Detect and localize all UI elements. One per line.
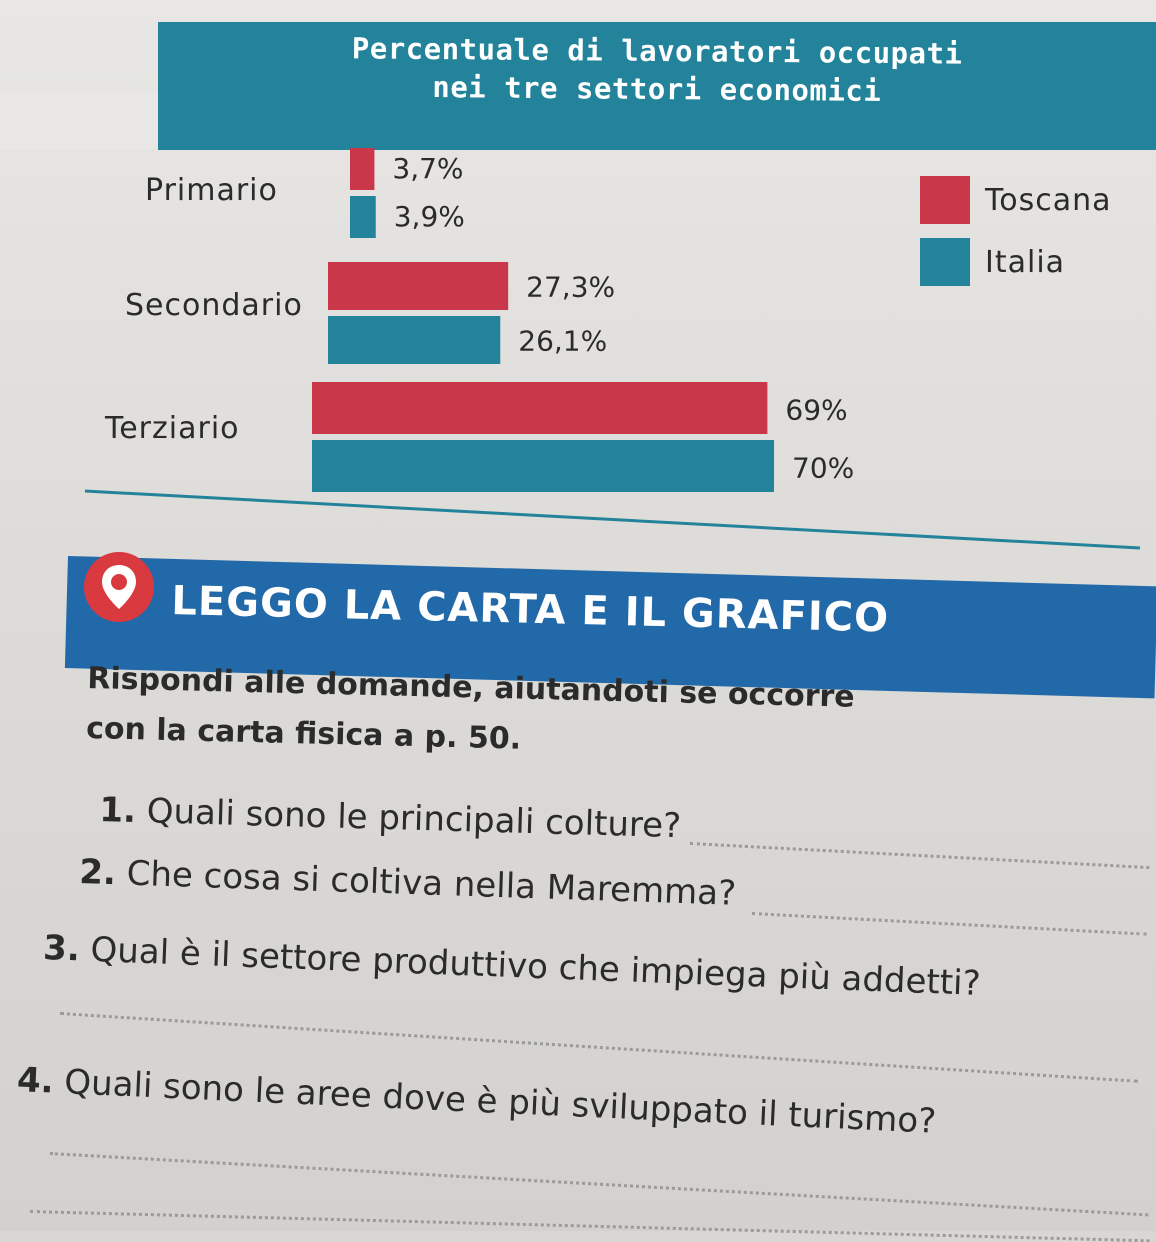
chart-title-line-2: nei tre settori economici <box>432 70 882 108</box>
value-label: 3,9% <box>394 200 465 233</box>
legend-label-toscana: Toscana <box>984 183 1112 218</box>
legend-swatch-toscana <box>920 176 970 224</box>
value-label: 3,7% <box>392 152 463 185</box>
bar-toscana <box>312 382 768 434</box>
value-label: 69% <box>785 393 847 426</box>
bar-italia <box>350 196 376 238</box>
chart-title: Percentuale di lavoratori occupati nei t… <box>158 28 1156 113</box>
legend-label-italia: Italia <box>985 245 1065 280</box>
value-label: 26,1% <box>518 325 607 358</box>
value-label: 27,3% <box>526 271 615 304</box>
chart-baseline <box>84 489 1141 550</box>
legend-swatch-italia <box>920 238 970 286</box>
bar-italia <box>312 440 774 492</box>
question-number: 1. <box>98 790 137 832</box>
category-label: Primario <box>145 173 278 208</box>
title-band-cutout <box>0 92 158 150</box>
bar-chart: Primario 3,7% 3,9% Secondario 27,3% 26,1% Terz… <box>84 148 1141 550</box>
category-label: Secondario <box>125 288 303 323</box>
bar-toscana <box>350 148 375 190</box>
question-number: 3. <box>42 928 81 970</box>
map-pin-icon <box>84 552 154 622</box>
bar-toscana <box>328 262 509 310</box>
value-label: 70% <box>792 451 854 484</box>
chart-title-band: Percentuale di lavoratori occupati nei t… <box>0 22 1156 150</box>
category-label: Terziario <box>104 411 240 446</box>
bar-italia <box>328 316 501 364</box>
question-number: 2. <box>78 852 117 894</box>
question-number: 4. <box>16 1060 55 1102</box>
